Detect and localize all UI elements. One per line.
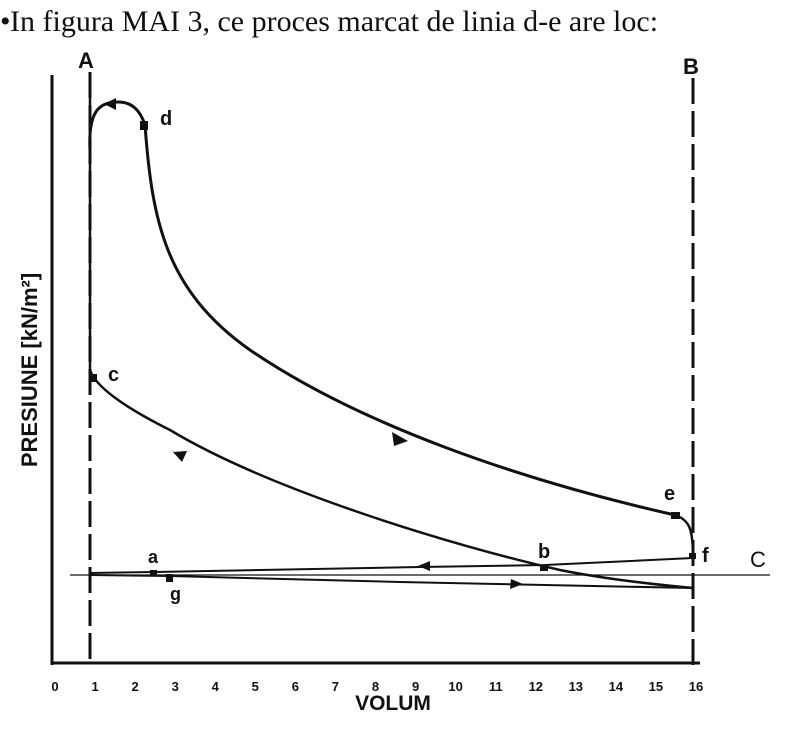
arrow-combustion <box>104 98 116 110</box>
label-b-line: B <box>683 54 699 79</box>
x-tick-16: 16 <box>689 679 703 694</box>
intake-line <box>89 574 694 589</box>
x-tick-5: 5 <box>252 679 259 694</box>
combustion-curve <box>88 100 147 151</box>
label-e: e <box>664 483 675 505</box>
x-tick-10: 10 <box>448 679 462 694</box>
x-tick-3: 3 <box>172 679 179 694</box>
exhaust-line <box>89 557 694 574</box>
label-f: f <box>702 545 709 567</box>
question-text: •In figura MAI 3, ce proces marcat de li… <box>0 2 800 42</box>
label-a-line: A <box>78 48 94 73</box>
e-f-drop <box>674 513 695 559</box>
arrow-expansion <box>392 432 408 446</box>
x-tick-6: 6 <box>292 679 299 694</box>
question-label: In figura MAI 3, ce proces marcat de lin… <box>10 5 659 38</box>
x-tick-labels: 0 1 2 3 4 5 6 7 8 9 10 11 12 13 14 15 16 <box>51 679 703 694</box>
marker-e <box>671 512 680 519</box>
expansion-curve-d-e <box>143 124 676 517</box>
x-tick-7: 7 <box>332 679 339 694</box>
x-tick-8: 8 <box>372 679 379 694</box>
x-tick-15: 15 <box>649 679 663 694</box>
arrow-intake <box>510 579 523 589</box>
marker-b <box>540 565 548 571</box>
label-d: d <box>160 108 172 130</box>
x-tick-11: 11 <box>489 679 503 694</box>
label-g: g <box>170 584 181 604</box>
marker-a <box>150 570 157 576</box>
x-axis-label: VOLUM <box>355 692 431 715</box>
marker-c <box>91 374 97 382</box>
y-axis-label: PRESIUNE [kN/m²] <box>17 273 42 467</box>
marker-d <box>140 121 148 130</box>
label-b: b <box>538 541 550 563</box>
x-tick-12: 12 <box>529 679 543 694</box>
x-tick-0: 0 <box>51 679 58 694</box>
marker-g <box>166 574 173 582</box>
compression-curve <box>88 75 694 590</box>
x-tick-1: 1 <box>91 679 98 694</box>
x-tick-2: 2 <box>131 679 138 694</box>
x-tick-14: 14 <box>609 679 624 694</box>
x-tick-9: 9 <box>412 679 419 694</box>
x-tick-4: 4 <box>212 679 220 694</box>
arrow-compression <box>173 451 187 462</box>
bullet: • <box>0 5 11 38</box>
label-c: c <box>108 364 119 386</box>
marker-f <box>689 553 696 559</box>
label-a: a <box>148 547 159 567</box>
x-tick-13: 13 <box>569 679 583 694</box>
arrow-exhaust <box>418 561 430 571</box>
label-c-line: C <box>750 547 766 572</box>
